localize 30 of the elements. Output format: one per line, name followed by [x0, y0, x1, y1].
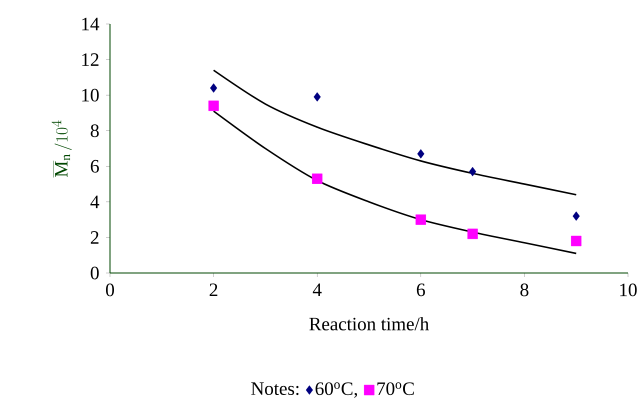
- point: [312, 174, 322, 184]
- x-tick-label: 6: [416, 284, 425, 296]
- x-axis-title: Reaction time/h: [309, 317, 429, 330]
- y-axis-title: $\overline{\mathrm{M}}_{\mathrm{n}}\,/10^{4}$: [52, 120, 72, 178]
- legend-label: 60$^{o}$C,: [316, 382, 357, 398]
- point: [416, 214, 426, 225]
- y-tick-label: 8: [90, 124, 99, 138]
- y-tick-label: 6: [90, 160, 99, 173]
- point: [208, 100, 219, 112]
- point: [469, 166, 476, 176]
- point: [417, 149, 424, 159]
- x-tick-label: 4: [312, 284, 322, 296]
- y-tick-label: 2: [90, 231, 98, 244]
- point: [210, 83, 218, 93]
- point: [467, 228, 478, 240]
- y-tick-label: 4: [90, 196, 100, 208]
- point: [314, 92, 321, 102]
- y-tick-label: 14: [82, 18, 100, 30]
- line-series: [212, 69, 578, 196]
- x-tick-label: 2: [210, 284, 218, 296]
- point: [571, 236, 582, 246]
- x-tick-label: 10: [620, 284, 637, 296]
- y-tick-label: 0: [90, 266, 99, 280]
- x-tick-label: 8: [520, 284, 528, 296]
- legend-label: 70$^{o}$C: [377, 382, 414, 396]
- point: [572, 211, 580, 221]
- y-tick-label: 12: [82, 53, 98, 66]
- x-tick-label: 0: [106, 284, 114, 296]
- legend-title: Notes:: [251, 382, 299, 396]
- y-tick-label: 10: [82, 88, 99, 102]
